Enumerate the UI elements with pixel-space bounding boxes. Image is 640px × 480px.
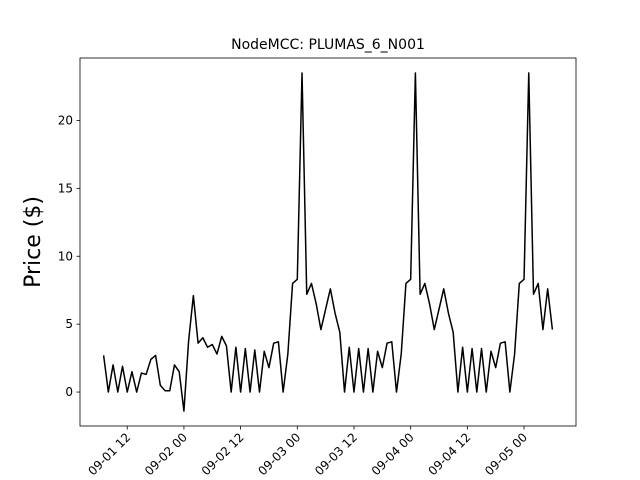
x-tick-label: 09-04 00 bbox=[369, 430, 417, 478]
y-tick-label: 15 bbox=[58, 181, 73, 195]
x-tick-label: 09-02 00 bbox=[142, 430, 190, 478]
y-tick-label: 5 bbox=[65, 317, 73, 331]
x-tick-label: 09-03 00 bbox=[255, 430, 303, 478]
x-tick-label: 09-02 12 bbox=[199, 430, 247, 478]
chart-title: NodeMCC: PLUMAS_6_N001 bbox=[231, 37, 425, 53]
plot-frame bbox=[79, 57, 577, 427]
y-tick-label: 10 bbox=[58, 249, 73, 263]
y-axis-label: Price ($) bbox=[21, 196, 46, 288]
x-tick-label: 09-01 12 bbox=[85, 430, 133, 478]
x-tick-label: 09-04 12 bbox=[425, 430, 473, 478]
y-tick-label: 0 bbox=[65, 385, 73, 399]
y-tick-label: 20 bbox=[58, 113, 73, 127]
series-line bbox=[102, 72, 554, 412]
x-tick-label: 09-03 12 bbox=[312, 430, 360, 478]
x-tick-label: 09-05 00 bbox=[482, 430, 530, 478]
